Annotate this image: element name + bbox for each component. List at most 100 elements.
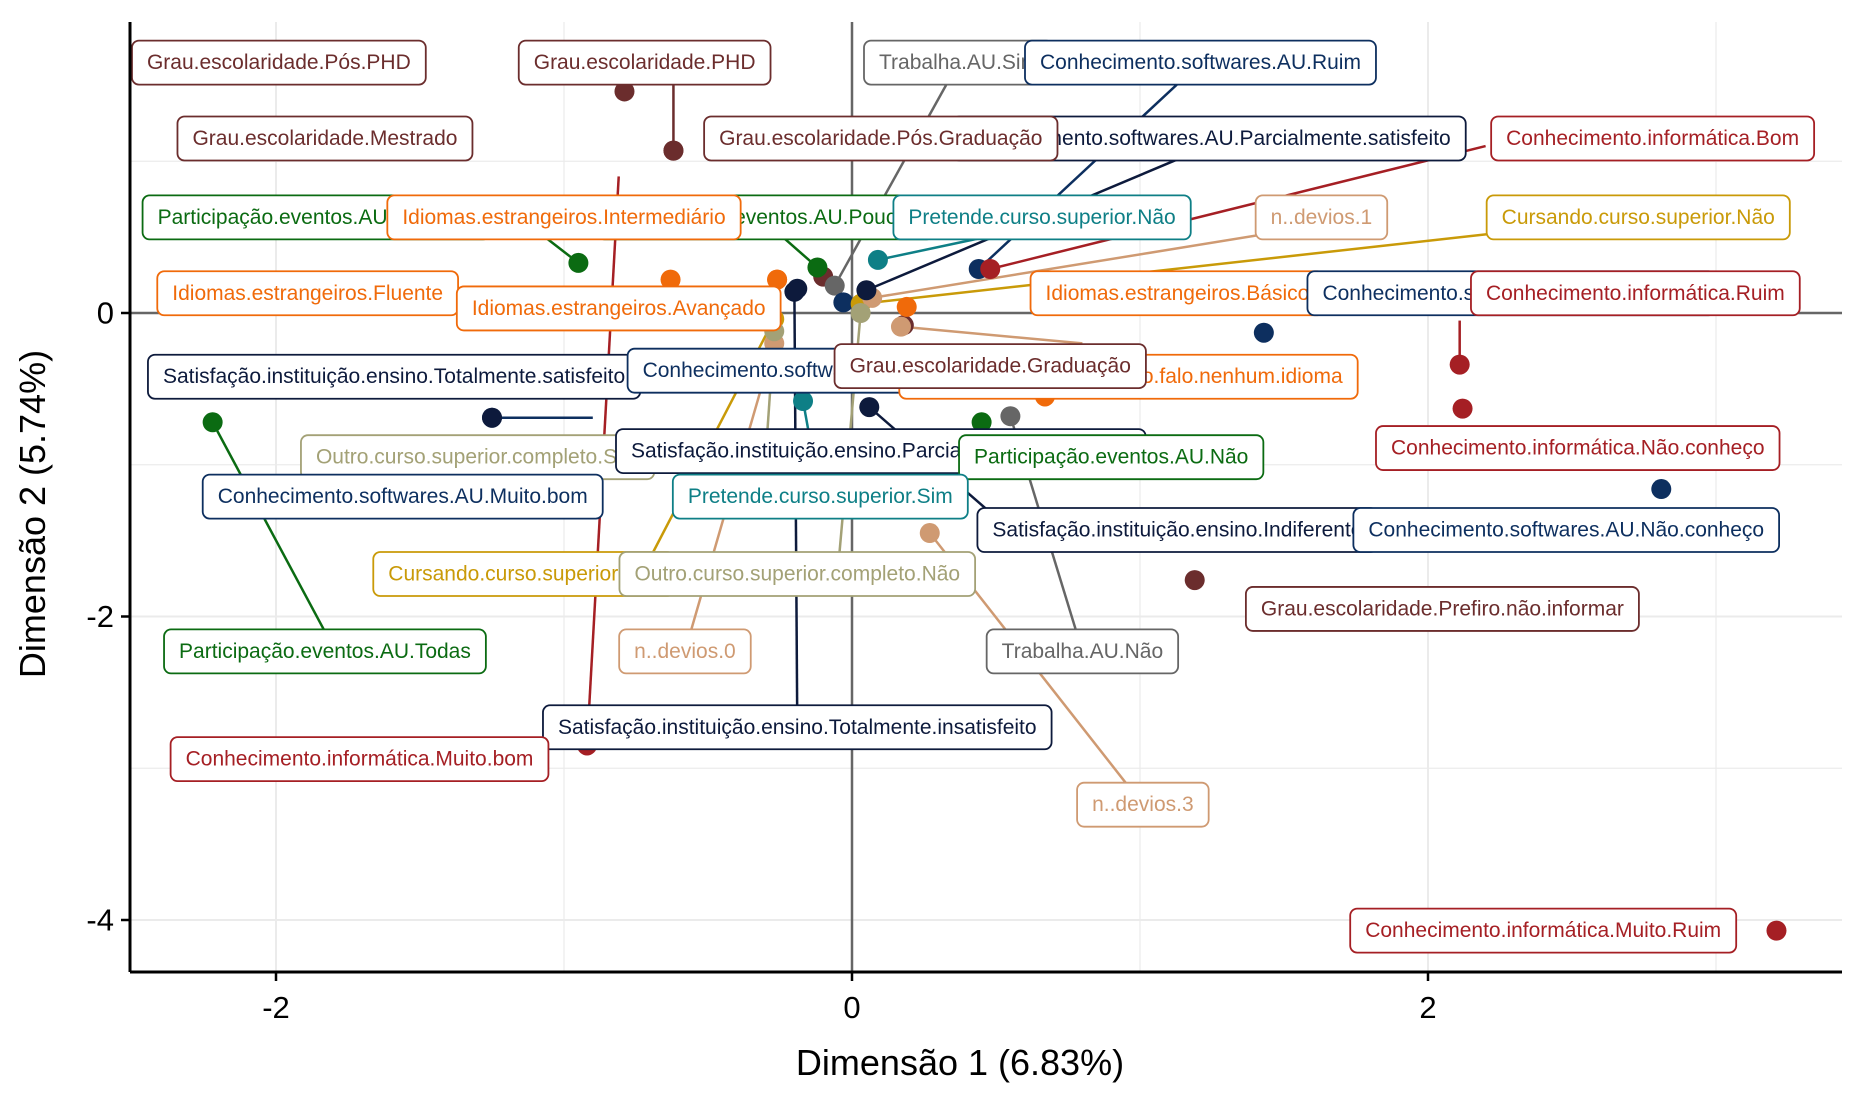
label-box (386, 194, 742, 241)
point-Participação.eventos.AU.Poucas (807, 257, 828, 278)
label-Grau.escolaridade.Prefiro.não.informar: Grau.escolaridade.Prefiro.não.informar (1244, 586, 1640, 632)
point-Conhecimento.informática.Ruim (1449, 354, 1470, 375)
point-Participação.eventos.AU.Algumas (568, 252, 589, 273)
connector-devios (871, 223, 1322, 300)
label-text: n..devios.0 (634, 640, 736, 663)
label-box (618, 551, 977, 597)
point-Grau.escolaridade.Pós.PHD (614, 81, 635, 102)
label-text: Conhecimento.informática.Bom (1506, 127, 1799, 150)
label-box (1352, 507, 1780, 553)
label-Participação.eventos.AU.Todas: Participação.eventos.AU.Todas (163, 628, 487, 675)
point-Grau.escolaridade.Prefiro.não.informar (1184, 570, 1205, 591)
point-Conhecimento.softwares.AU.Muito.Ruim (1253, 322, 1274, 343)
label-Idiomas.estrangeiros.Fluente: Idiomas.estrangeiros.Fluente (156, 270, 459, 317)
label-text: Grau.escolaridade.Prefiro.não.informar (1261, 597, 1624, 620)
x-tick-label: 2 (1419, 990, 1436, 1025)
label-Outro.curso.superior.completo.Não: Outro.curso.superior.completo.Não (618, 551, 977, 597)
point-Conhecimento.informática.Não.conheço (1452, 398, 1473, 419)
label-text: Grau.escolaridade.PHD (534, 51, 756, 74)
label-text: Satisfação.instituição.ensino.Indiferent… (992, 519, 1362, 542)
label-box (176, 115, 474, 162)
point-Conhecimento.softwares.AU.Bom (833, 292, 854, 313)
point-Conhecimento.informática.Bom (980, 258, 1001, 279)
label-text: Satisfação.instituição.ensino.Totalmente… (558, 716, 1037, 739)
label-box (671, 473, 969, 520)
label-Cursando.curso.superior.Sim: Cursando.curso.superior.Sim (372, 551, 675, 597)
label-box (455, 285, 782, 332)
label-text: Conhecimento.informática.Muito.Ruim (1365, 919, 1721, 942)
label-box (703, 115, 1059, 162)
point-Trabalha.AU.Sim (824, 275, 845, 296)
connector-devios (900, 325, 1083, 345)
label-box (169, 736, 550, 783)
point-Participação.eventos.AU.Todas (202, 412, 223, 433)
label-box (542, 704, 1053, 751)
point-Satisfação.instituição.ensino.Totalmente.insatisfeito (784, 281, 805, 302)
label-box (517, 39, 772, 86)
label-Conhecimento.softwares.AU.Não.conheço: Conhecimento.softwares.AU.Não.conheço (1352, 507, 1780, 553)
label-text: Idiomas.estrangeiros.Fluente (172, 282, 443, 305)
label-text: Conhecimento.informática.Ruim (1486, 282, 1785, 305)
label-box (1076, 781, 1210, 828)
label-Conhecimento.informática.Ruim: Conhecimento.informática.Ruim (1470, 270, 1801, 317)
label-text: Trabalha.AU.Sim (879, 51, 1038, 74)
label-Conhecimento.softwares.AU.Ruim: Conhecimento.softwares.AU.Ruim (1024, 39, 1377, 86)
label-text: Grau.escolaridade.Pós.Graduação (719, 127, 1042, 150)
label-text: Outro.curso.superior.completo.Não (634, 563, 960, 586)
point-Grau.escolaridade.Mestrado (663, 140, 684, 161)
label-text: Pretende.curso.superior.Não (908, 206, 1175, 229)
connector-trabalha (833, 62, 960, 287)
label-box (958, 434, 1265, 481)
data-points (202, 81, 1787, 941)
point-Satisfação.instituição.ensino.Totalmente.satisfeito (482, 407, 502, 428)
label-text: Idiomas.estrangeiros.Básico (1046, 282, 1310, 305)
label-text: Conhecimento.informática.Muito.bom (186, 748, 534, 771)
label-box (1485, 194, 1791, 241)
label-Grau.escolaridade.Graduação: Grau.escolaridade.Graduação (833, 343, 1147, 390)
label-Grau.escolaridade.Mestrado: Grau.escolaridade.Mestrado (176, 115, 474, 162)
point-Conhecimento.informática.Muito.Ruim (1766, 920, 1787, 941)
label-Satisfação.instituição.ensino.Totalmente.satisfeito: Satisfação.instituição.ensino.Totalmente… (147, 353, 642, 400)
label-Trabalha.AU.Não: Trabalha.AU.Não (985, 628, 1180, 675)
label-box (1349, 907, 1738, 954)
label-text: Conhecimento.softwares.AU.Não.conheço (1368, 519, 1764, 542)
label-Conhecimento.informática.Não.conheço: Conhecimento.informática.Não.conheço (1375, 425, 1781, 471)
label-text: Cursando.curso.superior.Não (1502, 206, 1775, 229)
label-text: Satisfação.instituição.ensino.Totalmente… (163, 365, 625, 388)
label-n..devios.1: n..devios.1 (1254, 194, 1389, 241)
point-Idiomas.estrangeiros.Intermediário (660, 269, 681, 290)
label-box (1375, 425, 1781, 471)
point-Satisfação.instituição.ensino.Parcialmente.satisfeito (856, 280, 877, 301)
label-Grau.escolaridade.Pós.PHD: Grau.escolaridade.Pós.PHD (131, 39, 427, 86)
label-box (1244, 586, 1640, 632)
point-Trabalha.AU.Não (1000, 406, 1021, 427)
label-Satisfação.instituição.ensino.Indiferente: Satisfação.instituição.ensino.Indiferent… (976, 507, 1379, 553)
label-text: Idiomas.estrangeiros.Avançado (472, 297, 766, 320)
point-Conhecimento.softwares.AU.Não.conheço (1651, 479, 1672, 500)
label-box (892, 194, 1192, 241)
point-Outro.curso.superior.completo.Não (850, 303, 871, 323)
label-text: n..devios.3 (1092, 793, 1194, 816)
label-Conhecimento.informática.Muito.bom: Conhecimento.informática.Muito.bom (169, 736, 550, 783)
point-Participação.eventos.AU.Não (971, 412, 992, 433)
point-Idiomas.estrangeiros.Básico (896, 296, 917, 317)
y-axis-title: Dimensão 2 (5.74%) (12, 350, 53, 678)
label-text: Idiomas.estrangeiros.Intermediário (402, 206, 725, 229)
label-box (618, 628, 752, 675)
label-Conhecimento.informática.Muito.Ruim: Conhecimento.informática.Muito.Ruim (1349, 907, 1738, 954)
y-tick-label: -2 (86, 599, 114, 634)
x-axis-title: Dimensão 1 (6.83%) (796, 1042, 1124, 1083)
label-Pretende.curso.superior.Não: Pretende.curso.superior.Não (892, 194, 1192, 241)
y-tick-label: 0 (97, 296, 114, 331)
label-text: Grau.escolaridade.Graduação (850, 355, 1131, 378)
label-n..devios.3: n..devios.3 (1076, 781, 1210, 828)
label-text: Grau.escolaridade.Pós.PHD (147, 51, 411, 74)
label-Conhecimento.softwares.AU.Muito.bom: Conhecimento.softwares.AU.Muito.bom (201, 473, 604, 520)
y-tick-label: -4 (86, 903, 114, 938)
label-box (1490, 115, 1816, 162)
label-text: Grau.escolaridade.Mestrado (192, 127, 457, 150)
label-Idiomas.estrangeiros.Intermediário: Idiomas.estrangeiros.Intermediário (386, 194, 742, 241)
label-Conhecimento.softwares.AU.Parcialmente.satisfeito: Conhecimento.softwares.AU.Parcialmente.s… (951, 115, 1467, 162)
label-Grau.escolaridade.Pós.Graduação: Grau.escolaridade.Pós.Graduação (703, 115, 1059, 162)
